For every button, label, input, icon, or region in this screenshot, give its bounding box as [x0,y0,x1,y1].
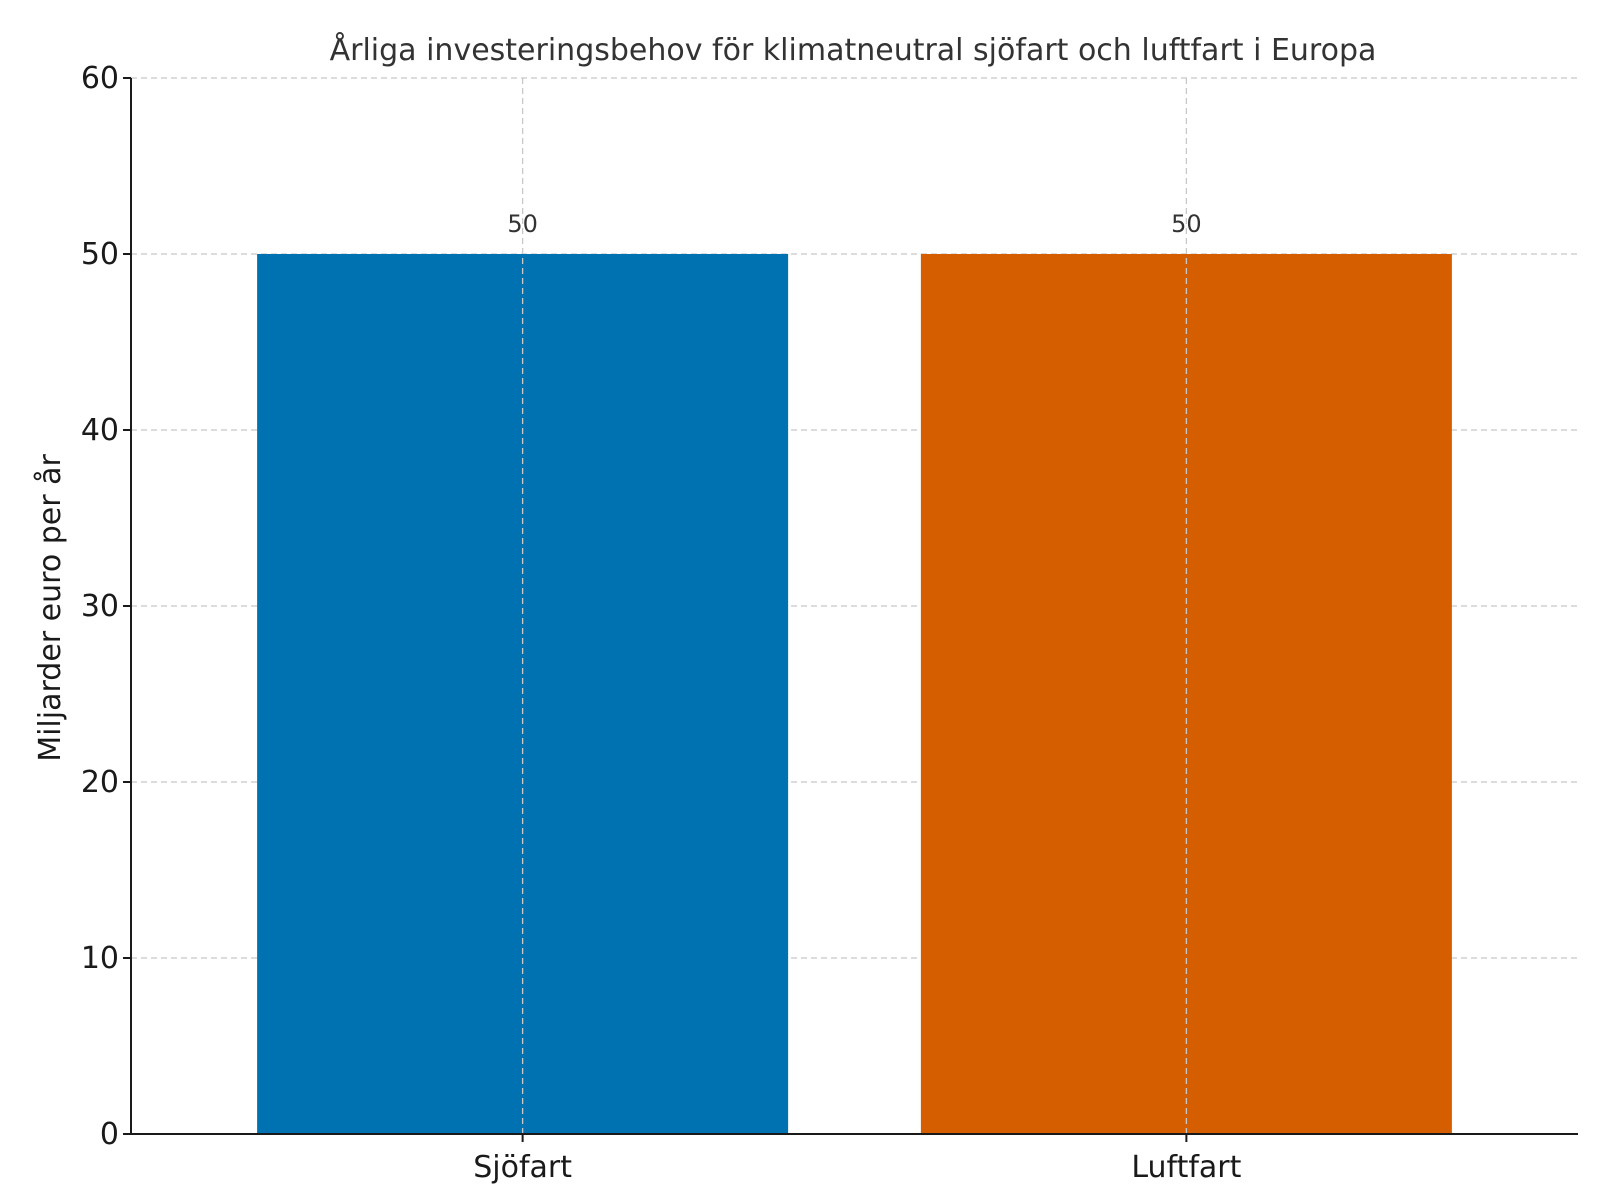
y-tick-label: 50 [81,237,119,272]
y-tick-label: 60 [81,61,119,96]
data-labels: 50 50 [507,210,1201,238]
vertical-grid-lines [521,78,1188,1134]
y-tick-label: 0 [100,1117,119,1152]
x-axis-ticks: Sjöfart Luftfart [473,1134,1242,1185]
y-tick-label: 30 [81,589,119,624]
bars [257,254,1452,1134]
chart-title: Årliga investeringsbehov för klimatneutr… [330,32,1377,68]
y-axis-label: Miljarder euro per år [33,454,68,762]
y-axis-ticks: 0 10 20 30 40 50 60 [81,61,131,1152]
bar-value-label: 50 [507,210,538,238]
bar-value-label: 50 [1171,210,1202,238]
y-tick-label: 40 [81,413,119,448]
y-tick-label: 20 [81,765,119,800]
y-tick-label: 10 [81,941,119,976]
x-tick-label: Luftfart [1131,1150,1241,1185]
x-tick-label: Sjöfart [473,1150,572,1185]
